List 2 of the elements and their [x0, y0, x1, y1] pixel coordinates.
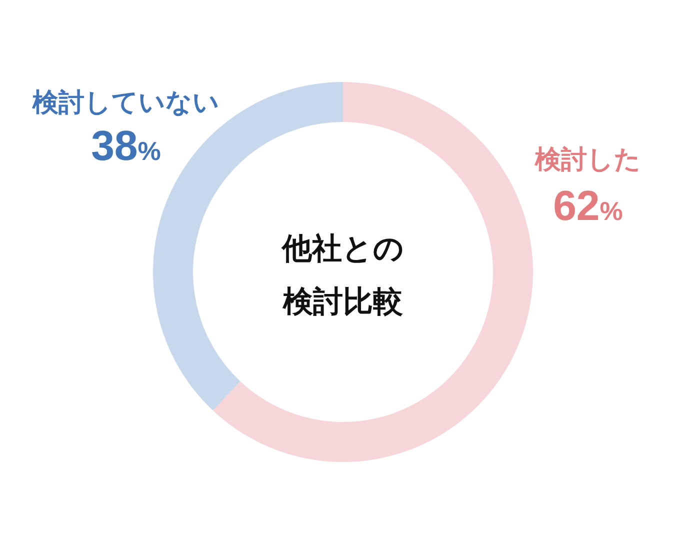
title: 検討比較: [283, 286, 403, 318]
title: 他社との: [282, 232, 404, 266]
